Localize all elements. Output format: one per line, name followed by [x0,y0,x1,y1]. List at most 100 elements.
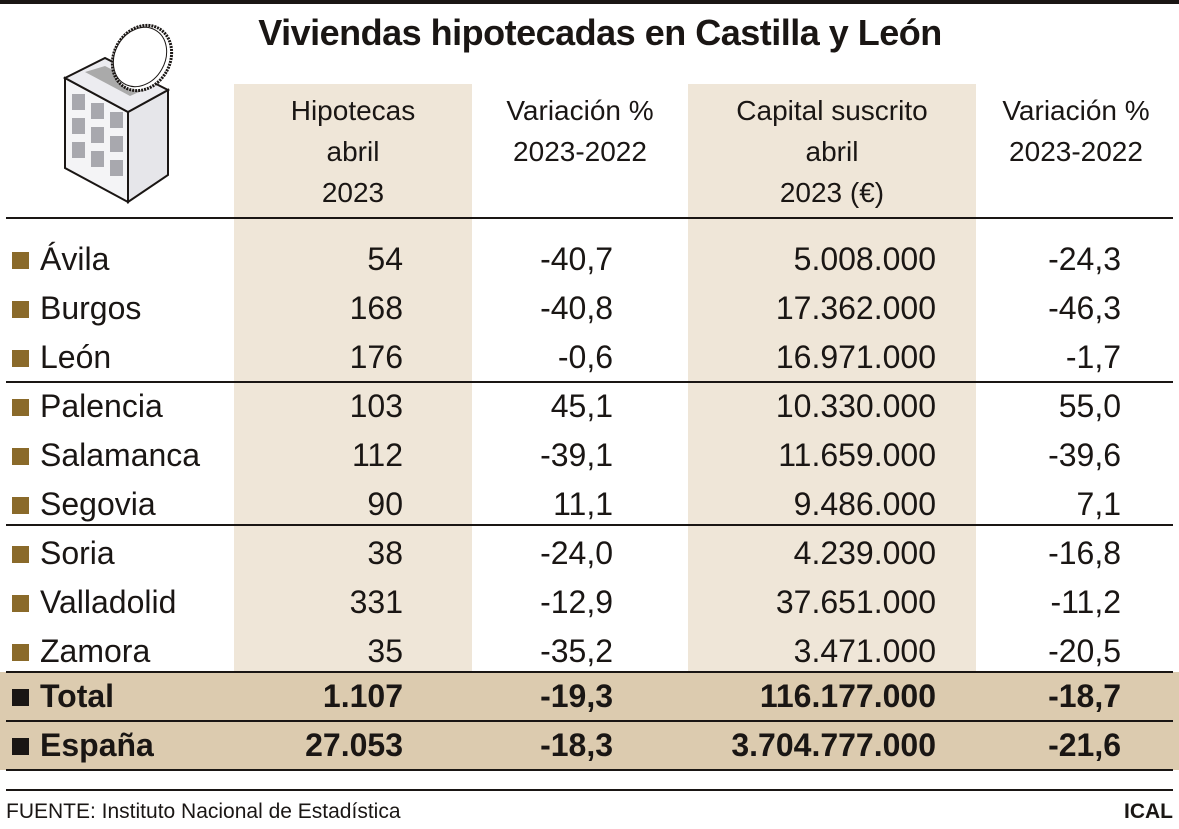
table-cell: 27.053 [305,727,403,763]
summary-row: España 27.053 -18,3 3.704.777.000 -21,6 [0,721,1179,770]
row-label: Ávila [40,241,110,277]
header-line: abril [805,136,859,167]
table-cell: -0,6 [557,339,613,375]
table-row: León 176 -0,6 16.971.000 -1,7 [0,333,1179,382]
header-line: 2023 (€) [779,177,885,208]
header-line: 2023-2022 [1009,136,1143,167]
bullet-square-icon [12,644,29,661]
bullet-square-icon [12,546,29,563]
table-row: Segovia 90 11,1 9.486.000 7,1 [0,480,1179,529]
header-line: Hipotecas [290,95,416,126]
table-cell: -20,5 [1048,633,1121,669]
table-cell: 17.362.000 [775,290,936,326]
table-cell: -40,8 [540,290,613,326]
bullet-square-icon [12,448,29,465]
table-row: Palencia 103 45,1 10.330.000 55,0 [0,382,1179,431]
header-variacion-hipotecas: Variación % 2023-2022 [472,90,688,172]
summary-divider [6,671,1173,673]
table-cell: -40,7 [540,241,613,277]
row-label: Salamanca [40,437,201,473]
row-label: León [40,339,112,375]
source-note: FUENTE: Instituto Nacional de Estadístic… [6,800,401,823]
table-cell: 5.008.000 [793,241,936,277]
table-cell: -19,3 [540,678,613,714]
row-label: Zamora [40,633,151,669]
row-label: Total [40,678,115,714]
bullet-square-icon [12,399,29,416]
table-cell: 90 [367,486,403,522]
group-divider [6,524,1173,526]
table-cell: -35,2 [540,633,613,669]
table-cell: 16.971.000 [775,339,936,375]
table-row: Burgos 168 -40,8 17.362.000 -46,3 [0,284,1179,333]
table-cell: 55,0 [1058,388,1121,424]
bullet-square-icon [12,595,29,612]
table-cell: 3.704.777.000 [731,727,936,763]
table-cell: 176 [349,339,403,375]
table-row: Zamora 35 -35,2 3.471.000 -20,5 [0,627,1179,676]
table-cell: -11,2 [1050,584,1121,620]
header-capital: Capital suscrito abril 2023 (€) [688,90,976,213]
bullet-square-icon [12,689,29,706]
row-label: Burgos [40,290,142,326]
summary-row: Total 1.107 -19,3 116.177.000 -18,7 [0,672,1179,721]
bullet-square-icon [12,738,29,755]
table-cell: -1,7 [1065,339,1121,375]
table-cell: 11.659.000 [778,437,936,473]
table-cell: -24,0 [540,535,613,571]
table-cell: 116.177.000 [759,678,936,714]
table-cell: 10.330.000 [775,388,936,424]
header-line: Capital suscrito [736,95,928,126]
shaded-column-capital [688,84,976,671]
table-cell: 11,1 [553,486,613,522]
table-cell: -18,7 [1048,678,1121,714]
row-label: Valladolid [40,584,177,620]
table-cell: 9.486.000 [793,486,936,522]
table-cell: 37.651.000 [775,584,936,620]
table-cell: 168 [349,290,403,326]
table-cell: 331 [349,584,403,620]
table-cell: -16,8 [1048,535,1121,571]
header-line: abril [326,136,380,167]
bullet-square-icon [12,497,29,514]
top-rule [0,0,1179,4]
building-coin-icon [62,23,174,204]
bullet-square-icon [12,252,29,269]
header-divider [6,217,1173,219]
table-cell: 4.239.000 [793,535,936,571]
table-row: Soria 38 -24,0 4.239.000 -16,8 [0,529,1179,578]
header-line: Variación % [1002,95,1150,126]
brand-logo: ICAL [1124,800,1173,823]
table-cell: 38 [367,535,403,571]
header-line: Variación % [506,95,654,126]
table-cell: 45,1 [550,388,613,424]
table-cell: -39,1 [540,437,613,473]
bullet-square-icon [12,350,29,367]
table-cell: -18,3 [540,727,613,763]
row-label: España [40,727,154,763]
row-label: Palencia [40,388,163,424]
table-cell: -24,3 [1048,241,1121,277]
header-hipotecas: Hipotecas abril 2023 [234,90,472,213]
header-line: 2023-2022 [513,136,647,167]
table-cell: -12,9 [540,584,613,620]
table-cell: 3.471.000 [793,633,936,669]
table-cell: -46,3 [1048,290,1121,326]
group-divider [6,381,1173,383]
table-cell: -21,6 [1048,727,1121,763]
row-label: Soria [40,535,115,571]
table-row: Ávila 54 -40,7 5.008.000 -24,3 [0,235,1179,284]
table-cell: 54 [367,241,403,277]
table-row: Salamanca 112 -39,1 11.659.000 -39,6 [0,431,1179,480]
table-cell: 112 [351,437,403,473]
shaded-column-hipotecas [234,84,472,671]
table-row: Valladolid 331 -12,9 37.651.000 -11,2 [0,578,1179,627]
table-cell: -39,6 [1048,437,1121,473]
table-cell: 103 [349,388,403,424]
table-cell: 35 [367,633,403,669]
table-cell: 1.107 [322,678,403,714]
header-variacion-capital: Variación % 2023-2022 [976,90,1176,172]
header-line: 2023 [321,177,385,208]
table-cell: 7,1 [1076,486,1121,522]
page-title: Viviendas hipotecadas en Castilla y León [258,12,942,53]
